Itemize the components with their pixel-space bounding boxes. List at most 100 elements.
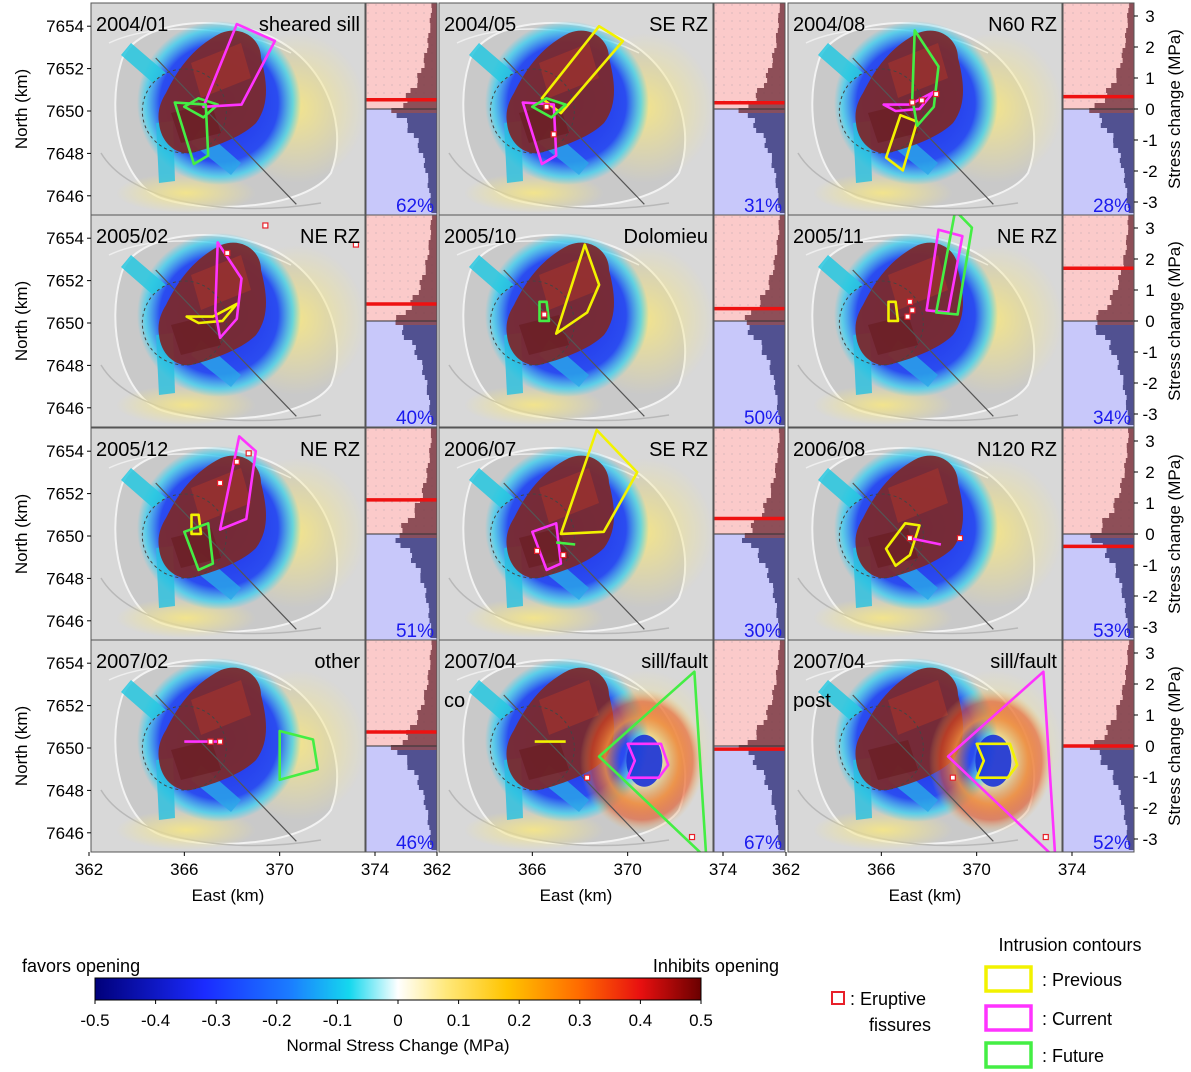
map-panel: 2006/08 N120 RZ 53% <box>787 427 1135 642</box>
contours-legend-title: Intrusion contours <box>998 935 1141 955</box>
stress-histogram: 28% <box>1062 2 1135 217</box>
eruptive-fissure-marker <box>688 833 696 841</box>
stress-tick-label: 3 <box>1145 219 1154 238</box>
north-tick-label: 7650 <box>46 739 84 758</box>
intrusion-contour-previous <box>887 300 900 323</box>
stress-axis-label: Stress change (MPa) <box>1165 29 1184 189</box>
stress-tick-label: -1 <box>1142 131 1157 150</box>
panel-date: 2006/08 <box>793 439 865 461</box>
percentage-label: 62% <box>396 196 434 217</box>
intrusion-contour-previous <box>559 428 639 536</box>
stress-axis-label: Stress change (MPa) <box>1165 241 1184 401</box>
east-tick-label: 366 <box>170 860 198 879</box>
east-tick-label: 374 <box>361 860 389 879</box>
eruptive-fissure-marker <box>216 738 224 745</box>
north-tick-label: 7654 <box>46 229 84 248</box>
map-panel: 2004/01 sheared sill 62% <box>90 2 438 217</box>
intrusion-contour-current <box>531 522 563 572</box>
intrusion-contour-future <box>934 215 974 316</box>
stress-histogram: 31% <box>713 2 786 217</box>
intrusion-contour-current <box>202 22 277 109</box>
east-tick-label: 374 <box>709 860 737 879</box>
map-panel: 2005/12 NE RZ 51% <box>90 427 438 642</box>
intrusion-contour-current <box>909 536 942 546</box>
eruptive-fissure-marker <box>949 774 956 781</box>
north-tick-label: 7648 <box>46 356 84 375</box>
percentage-label: 46% <box>396 833 434 854</box>
colorbar-tick-label: 0.1 <box>447 1011 471 1030</box>
north-tick-label: 7646 <box>46 399 84 418</box>
stress-tick-label: 2 <box>1145 675 1154 694</box>
east-tick-label: 370 <box>613 860 641 879</box>
panel-label: N120 RZ <box>977 439 1057 461</box>
colorbar-tick-label: -0.1 <box>323 1011 352 1030</box>
stress-map <box>91 428 365 640</box>
eruptive-fissure-legend-icon <box>831 991 845 1005</box>
north-tick-label: 7650 <box>46 527 84 546</box>
eruptive-fissure-marker <box>909 99 916 106</box>
eruptive-fissure-marker <box>909 307 916 314</box>
map-panel: 2007/04 sill/fault post 52% <box>787 639 1135 854</box>
intrusion-contour-previous <box>975 742 1019 779</box>
colorbar-right-title: Inhibits opening <box>653 956 779 976</box>
stress-tick-label: 3 <box>1145 644 1154 663</box>
contour-legend-swatch-current <box>984 1004 1033 1032</box>
stress-tick-label: 3 <box>1145 7 1154 26</box>
stress-tick-label: 0 <box>1145 312 1154 331</box>
contour-legend-label: : Previous <box>1042 970 1122 990</box>
stress-tick-label: 2 <box>1145 250 1154 269</box>
stress-histogram: 53% <box>1062 427 1135 642</box>
stress-tick-label: 1 <box>1145 494 1154 513</box>
north-tick-label: 7646 <box>46 187 84 206</box>
eruptive-fissure-marker <box>560 551 567 559</box>
colorbar-tick-label: -0.3 <box>202 1011 231 1030</box>
stress-tick-label: 1 <box>1145 706 1154 725</box>
north-tick-label: 7654 <box>46 654 84 673</box>
colorbar-tick-label: 0.5 <box>689 1011 713 1030</box>
eruptive-fissure-marker <box>1042 833 1049 841</box>
intrusion-contour-current <box>521 101 558 166</box>
stress-map <box>91 215 365 427</box>
stress-tick-label: -3 <box>1142 618 1157 637</box>
intrusion-contour-current <box>882 90 936 113</box>
intrusion-contour-current <box>218 435 258 531</box>
east-axis-label: East (km) <box>889 886 962 905</box>
intrusion-contour-future <box>173 101 210 166</box>
stress-tick-label: 0 <box>1145 737 1154 756</box>
east-tick-label: 366 <box>518 860 546 879</box>
north-tick-label: 7646 <box>46 824 84 843</box>
percentage-label: 30% <box>744 621 782 642</box>
north-tick-label: 7650 <box>46 314 84 333</box>
stress-tick-label: 1 <box>1145 281 1154 300</box>
stress-histogram: 40% <box>365 214 438 429</box>
intrusion-contour-previous <box>185 302 239 325</box>
stress-map <box>788 3 1062 215</box>
stress-tick-label: 2 <box>1145 38 1154 57</box>
intrusion-contour-current <box>946 670 1057 852</box>
stress-map <box>439 640 713 852</box>
north-tick-label: 7652 <box>46 60 84 79</box>
percentage-label: 50% <box>744 408 782 429</box>
panel-date: 2005/02 <box>96 226 168 248</box>
east-tick-label: 362 <box>75 860 103 879</box>
stress-tick-label: -2 <box>1142 374 1157 393</box>
percentage-label: 53% <box>1093 621 1131 642</box>
panel-date: 2004/01 <box>96 14 168 36</box>
intrusion-contour-future <box>531 97 567 119</box>
panel-date: 2007/02 <box>96 651 168 673</box>
stress-tick-label: -2 <box>1142 799 1157 818</box>
stress-tick-label: -1 <box>1142 556 1157 575</box>
stress-tick-label: -3 <box>1142 830 1157 849</box>
eruptive-fissure-marker <box>245 450 252 457</box>
eruptive-fissure-marker <box>216 479 224 487</box>
stress-tick-label: -3 <box>1142 405 1157 424</box>
stress-map <box>439 215 713 427</box>
east-axis-label: East (km) <box>540 886 613 905</box>
panel-date: 2005/11 <box>793 226 864 248</box>
north-axis-label: North (km) <box>12 281 31 361</box>
north-axis-label: North (km) <box>12 69 31 149</box>
stress-tick-label: 1 <box>1145 69 1154 88</box>
contour-legend-swatch-future <box>984 1041 1033 1069</box>
eruptive-fissure-marker <box>906 298 914 305</box>
stress-histogram: 30% <box>713 427 786 642</box>
